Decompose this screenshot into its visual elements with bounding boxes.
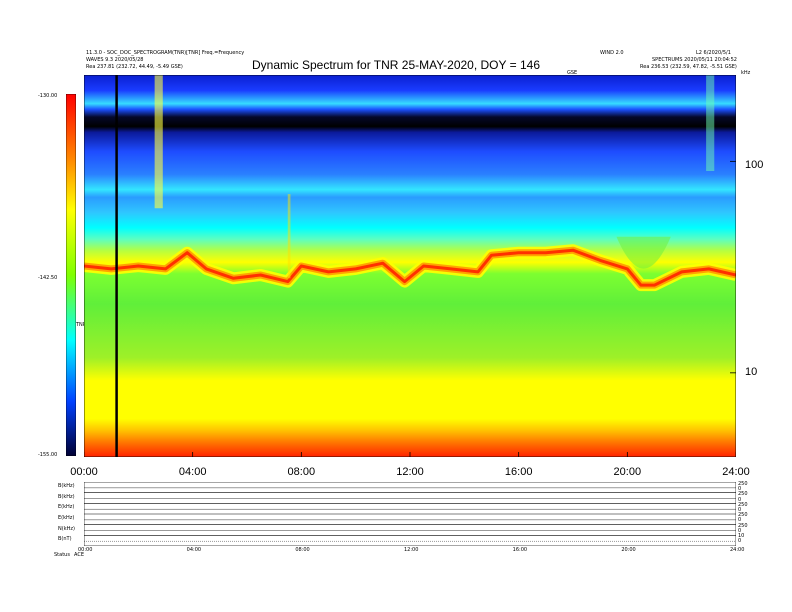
footer-ace: ACE (74, 552, 84, 558)
spectral-dip (616, 236, 671, 269)
lower-right-tick-4: 250 (738, 501, 748, 508)
header-right-line1: WIND 2.0 (600, 50, 624, 56)
x-tick-12: 12:00 (396, 466, 424, 478)
colorbar-label: TNR (76, 322, 87, 328)
header-center-small: GSE (567, 70, 578, 76)
burst-streak-1 (706, 75, 715, 172)
lower-row-label-3: E(kHz) (58, 515, 75, 521)
x-tick-20: 20:00 (613, 466, 642, 478)
footer-status: Status (54, 552, 70, 558)
chart-title: Dynamic Spectrum for TNR 25-MAY-2020, DO… (251, 58, 540, 72)
lower-row-label-2: E(kHz) (58, 504, 75, 511)
header-right-code: L2 6/2020/5/1 (696, 50, 731, 56)
header-right-line3: Rea 236.53 (232.59, 47.82, -5.51 GSE) (640, 64, 737, 70)
x-tick-16: 16:00 (504, 466, 533, 478)
header-left-line1: 11.3.0 - SOC_DOC_SPECTROGRAM(TNR)[TNR] F… (86, 50, 245, 56)
colorbar-tick-mid: -142.50 (38, 275, 58, 281)
x-tick-24: 24:00 (722, 466, 750, 478)
lower-x-tick-2: 08:00 (295, 547, 310, 553)
lower-right-tick-3: 0 (738, 496, 742, 503)
x-tick-00: 00:00 (70, 466, 98, 478)
x-tick-04: 04:00 (178, 466, 207, 478)
lower-x-tick-6: 24:00 (730, 547, 745, 553)
lower-right-tick-6: 250 (738, 512, 748, 519)
lower-right-tick-0: 250 (738, 481, 748, 487)
header-right-khz: kHz (741, 70, 751, 76)
lower-right-tick-11: 0 (738, 538, 742, 545)
colorbar-tick-top: -130.00 (38, 93, 58, 99)
plasma-line-layer-2 (84, 248, 736, 287)
lower-right-tick-8: 250 (738, 522, 748, 529)
lower-right-tick-5: 0 (738, 507, 742, 513)
lower-right-tick-10: 10 (738, 533, 745, 539)
lower-row-label-5: B(nT) (58, 536, 72, 543)
colorbar-tick-bottom: -155.00 (38, 452, 58, 458)
burst-streak-2 (287, 194, 291, 279)
y-tick-100: 100 (745, 159, 764, 171)
lower-right-tick-2: 250 (738, 491, 748, 498)
header-left-line2: WAVES 9.3 2020/05/28 (86, 57, 144, 63)
lower-x-tick-4: 16:00 (512, 547, 528, 553)
lower-row-label-0: B(kHz) (58, 483, 75, 489)
lower-x-tick-0: 00:00 (78, 547, 93, 553)
burst-streak-0 (154, 75, 163, 209)
y-tick-10: 10 (745, 366, 758, 378)
lower-row-label-4: N(kHz) (58, 525, 75, 532)
header-left-line3: Rea 237.81 (232.72, 44.49, -5.49 GSE) (86, 64, 183, 70)
lower-x-tick-1: 04:00 (186, 547, 202, 553)
header-right-line2: SPECTRUMS 2020/05/11 20:04:52 (652, 57, 737, 63)
lower-right-tick-1: 0 (738, 486, 742, 493)
lower-panel (84, 482, 736, 546)
spectrogram-panel (84, 75, 736, 457)
colorbar (66, 94, 76, 456)
lower-right-tick-9: 0 (738, 527, 742, 534)
lower-x-tick-3: 12:00 (404, 547, 419, 553)
lower-right-tick-7: 0 (738, 517, 742, 524)
lower-x-tick-5: 20:00 (621, 547, 636, 553)
x-tick-08: 08:00 (287, 466, 316, 478)
lower-row-label-1: B(kHz) (58, 493, 75, 500)
